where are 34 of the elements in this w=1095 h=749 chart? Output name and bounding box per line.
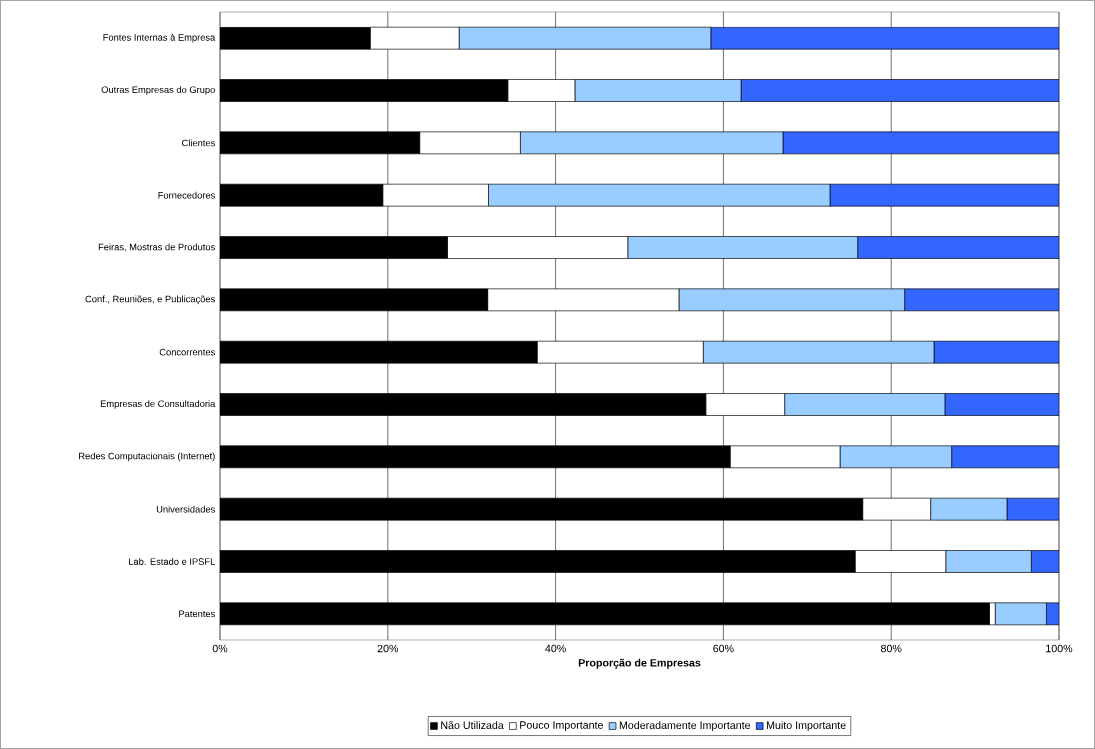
bar bbox=[857, 236, 1059, 259]
bar bbox=[944, 393, 1059, 416]
legend-label: Muito Importante bbox=[766, 721, 846, 732]
bar bbox=[904, 288, 1059, 312]
bar bbox=[951, 445, 1059, 469]
legend-label: Pouco Importante bbox=[520, 721, 603, 731]
x-tick-label: 100% bbox=[1046, 644, 1073, 653]
x-tick-label: 0% bbox=[212, 644, 228, 653]
bar bbox=[829, 183, 1059, 207]
bar bbox=[782, 131, 1059, 155]
y-tick-label: Patentes bbox=[179, 610, 215, 618]
y-tick-label: Empresas de Consultadoria bbox=[100, 400, 216, 409]
bar bbox=[710, 26, 1059, 50]
bar bbox=[1006, 497, 1059, 521]
y-tick-label: Outras Empresas do Grupo bbox=[101, 86, 215, 95]
y-tick-label: Feiras, Mostras de Produtos bbox=[98, 243, 215, 252]
x-tick-label: 80% bbox=[880, 644, 902, 653]
x-tick-label: 20% bbox=[377, 644, 399, 653]
y-tick-label: Clientes bbox=[182, 139, 215, 147]
y-tick-label: Fontes Internas à Empresa bbox=[103, 33, 216, 43]
bar bbox=[933, 340, 1059, 364]
legend-label: Não Utilizada bbox=[441, 721, 504, 729]
y-tick-label: Redes Computacionais (Internet) bbox=[79, 452, 215, 462]
y-tick-label: Concorrentes bbox=[159, 348, 215, 356]
x-tick-label: 40% bbox=[545, 644, 566, 653]
x-axis-title: Proporção de Empresas bbox=[578, 658, 701, 669]
bar bbox=[740, 79, 1059, 102]
x-tick-label: 60% bbox=[713, 644, 734, 653]
y-tick-label: Fornecedores bbox=[158, 191, 215, 199]
bar bbox=[1030, 550, 1059, 573]
legend-label: Moderadamente Importante bbox=[619, 721, 751, 732]
y-tick-label: Universidades bbox=[156, 505, 215, 513]
y-tick-label: Conf., Reuniões, e Publicações bbox=[85, 295, 215, 305]
y-tick-label: Lab. Estado e IPSFL bbox=[129, 558, 215, 565]
